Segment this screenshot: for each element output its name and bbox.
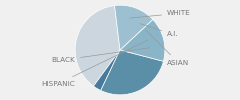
- Text: A.I.: A.I.: [140, 24, 179, 37]
- Wedge shape: [75, 6, 120, 86]
- Wedge shape: [101, 50, 163, 95]
- Wedge shape: [114, 5, 153, 50]
- Text: BLACK: BLACK: [51, 48, 150, 63]
- Wedge shape: [94, 50, 120, 90]
- Text: HISPANIC: HISPANIC: [41, 40, 148, 87]
- Text: ASIAN: ASIAN: [146, 30, 189, 66]
- Text: WHITE: WHITE: [130, 10, 191, 18]
- Wedge shape: [120, 19, 165, 61]
